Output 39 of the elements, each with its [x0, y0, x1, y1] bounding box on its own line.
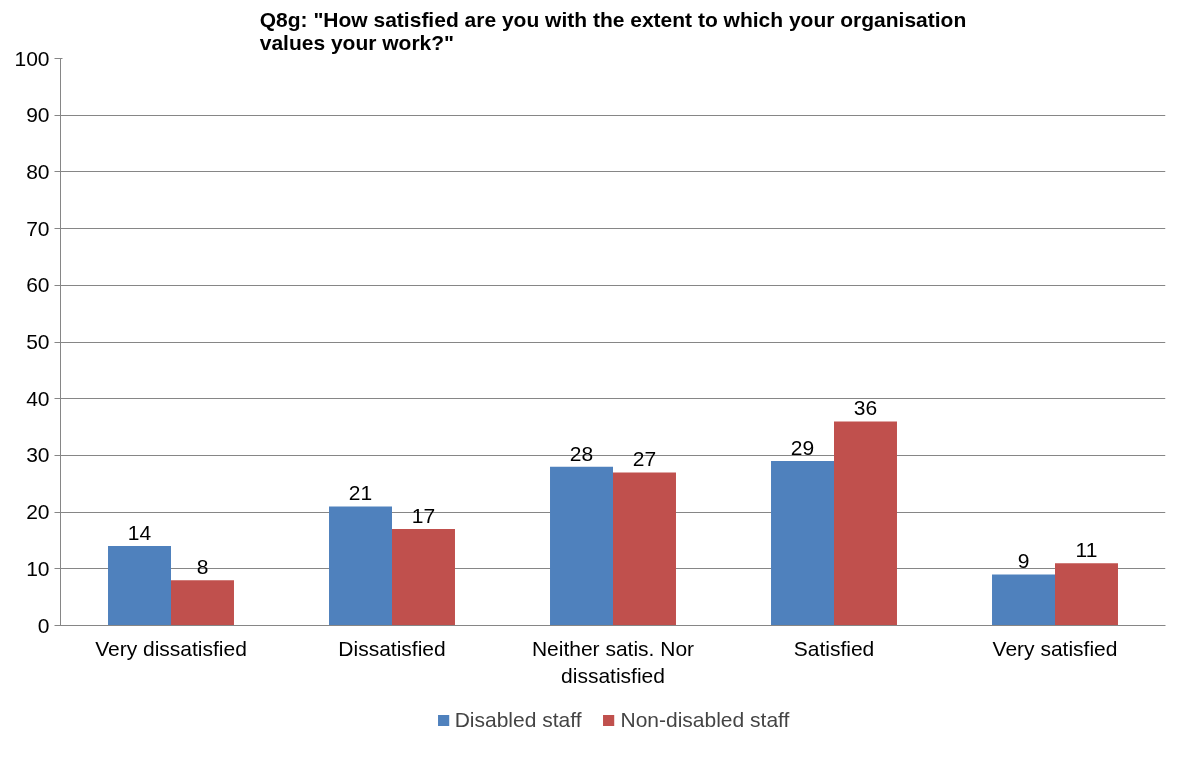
y-tick-label: 40	[26, 386, 50, 410]
y-tick-label: 100	[14, 46, 50, 70]
y-tick-label: 90	[26, 103, 50, 127]
y-tick-label: 60	[26, 273, 50, 297]
bar	[392, 529, 455, 626]
bar	[834, 421, 897, 626]
y-tick-label: 30	[26, 443, 50, 467]
x-tick-label: Dissatisfied	[338, 636, 446, 660]
bar	[550, 466, 613, 626]
y-tick-label: 70	[26, 216, 50, 240]
y-tick-label: 20	[26, 500, 50, 524]
legend-label: Disabled staff	[454, 708, 582, 732]
x-tick-label: Very dissatisfied	[95, 636, 247, 660]
data-label: 27	[632, 447, 657, 471]
legend-label: Non-disabled staff	[620, 708, 790, 732]
y-tick-label: 50	[26, 330, 50, 353]
y-tick-label: 80	[26, 159, 50, 183]
data-label: 14	[127, 521, 152, 545]
x-tick-label: Satisfied	[793, 636, 875, 660]
data-label: 28	[569, 441, 594, 465]
data-label: 17	[411, 504, 436, 528]
bar	[1055, 563, 1118, 626]
data-label: 8	[196, 555, 209, 579]
data-label: 21	[348, 481, 373, 505]
data-label: 29	[790, 436, 815, 460]
bar	[771, 461, 834, 626]
chart-title: Q8g: "How satisfied are you with the extent to which your organisation values your work?"	[259, 7, 967, 54]
y-tick-label: 0	[37, 613, 50, 637]
bar	[613, 472, 676, 626]
bar	[329, 506, 392, 626]
y-tick-label: 10	[26, 556, 50, 580]
bar	[108, 546, 171, 626]
data-label: 36	[853, 396, 878, 420]
data-label: 9	[1017, 549, 1030, 573]
bar	[992, 574, 1055, 626]
bar	[171, 580, 234, 626]
data-label: 11	[1075, 538, 1098, 562]
x-tick-label: Neither satis. Nor dissatisfied	[531, 636, 695, 688]
x-tick-label: Very satisfied	[992, 636, 1118, 660]
